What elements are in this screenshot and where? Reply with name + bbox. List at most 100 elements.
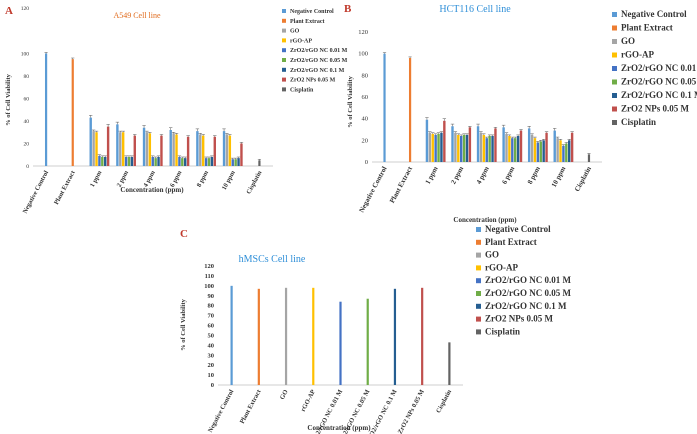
y-tick-label: 60 <box>362 94 369 101</box>
bar <box>465 134 469 162</box>
bar <box>207 158 211 166</box>
x-axis-label: Concentration (ppm) <box>120 186 184 194</box>
chart-title: HCT116 Cell line <box>439 4 511 15</box>
bar <box>44 53 48 166</box>
y-tick-label: 40 <box>362 116 369 123</box>
bar <box>568 140 571 162</box>
x-tick-label: rGO-AP <box>300 389 317 413</box>
legend-label: Cisplatin <box>485 326 520 336</box>
bar <box>237 158 240 166</box>
bar <box>284 287 288 385</box>
bar <box>488 136 491 162</box>
legend-swatch <box>476 252 481 258</box>
legend-swatch <box>476 329 481 335</box>
y-tick-label: 20 <box>24 142 30 148</box>
x-tick-label: 10 ppm <box>550 165 568 189</box>
legend-label: ZrO2/rGO NC 0.01 M <box>621 63 697 73</box>
legend-swatch <box>476 227 481 232</box>
legend-swatch <box>476 278 481 284</box>
legend-label: ZrO2/rGO NC 0.01 M <box>290 48 348 54</box>
bar <box>530 134 534 162</box>
bar <box>210 157 214 166</box>
y-tick-label: 120 <box>21 6 30 12</box>
legend-swatch <box>612 106 617 112</box>
y-tick-label: 120 <box>358 29 368 36</box>
bar <box>562 145 565 162</box>
bar <box>181 158 184 166</box>
bar <box>505 133 508 162</box>
bar <box>448 342 451 385</box>
bar <box>459 136 463 162</box>
legend-label: rGO-AP <box>485 262 518 272</box>
bar <box>130 157 134 166</box>
y-tick-label: 100 <box>358 51 368 58</box>
bar <box>454 132 457 162</box>
panel-letter: B <box>344 3 352 15</box>
legend-label: Negative Control <box>290 9 334 15</box>
bar <box>172 133 175 166</box>
panel-letter: C <box>180 228 188 240</box>
bar <box>258 160 261 166</box>
x-tick-label: Negative Control <box>358 165 389 214</box>
bar <box>468 127 472 162</box>
legend-swatch <box>612 39 617 44</box>
bar <box>479 132 483 162</box>
legend-label: GO <box>485 250 499 260</box>
legend-label: Plant Extract <box>621 23 673 33</box>
bar <box>514 138 517 162</box>
bar <box>196 131 199 166</box>
x-tick-label: Plant Extract <box>388 165 414 205</box>
y-tick-label: 0 <box>26 164 29 170</box>
bar <box>127 157 131 166</box>
bar <box>92 131 95 166</box>
legend-swatch <box>612 79 617 85</box>
x-axis-label: Concentration (ppm) <box>453 216 517 224</box>
x-tick-label: ZrO2 NPs 0.05 M <box>397 389 426 434</box>
legend-swatch <box>612 93 617 98</box>
bar <box>494 128 497 162</box>
legend-swatch <box>282 38 286 43</box>
legend-label: ZrO2 NPs 0.05 M <box>485 314 553 324</box>
y-tick-label: 60 <box>208 323 215 330</box>
x-tick-label: 4 ppm <box>475 165 491 186</box>
bar <box>175 134 178 166</box>
bar <box>539 141 542 162</box>
bar <box>116 124 119 166</box>
bar <box>559 140 562 162</box>
panel-letter: A <box>5 5 13 17</box>
legend-swatch <box>282 77 286 82</box>
legend-label: ZrO2/rGO NC 0.05 M <box>290 58 348 64</box>
y-tick-label: 100 <box>21 52 30 58</box>
legend-label: rGO-AP <box>290 38 312 44</box>
bar <box>536 142 540 162</box>
y-tick-label: 30 <box>208 352 215 359</box>
legend-swatch <box>612 120 617 125</box>
bar <box>527 128 531 162</box>
legend-swatch <box>612 25 617 31</box>
x-axis-label: Concentration (ppm) <box>307 424 371 432</box>
y-tick-label: 20 <box>362 137 369 144</box>
y-tick-label: 40 <box>24 119 30 125</box>
y-tick-label: 110 <box>205 273 214 280</box>
legend-label: Plant Extract <box>290 19 325 25</box>
x-tick-label: 1 ppm <box>424 165 440 186</box>
legend-label: Negative Control <box>485 224 551 234</box>
bar <box>587 154 591 162</box>
bar <box>482 134 486 162</box>
legend-label: Plant Extract <box>485 237 537 247</box>
y-tick-label: 0 <box>211 382 214 389</box>
legend-swatch <box>476 291 481 296</box>
legend-swatch <box>612 66 617 71</box>
bar <box>160 135 163 166</box>
legend-label: Cisplatin <box>290 87 314 93</box>
bar <box>508 136 511 162</box>
x-tick-label: 1 ppm <box>89 169 104 188</box>
bar <box>95 132 98 166</box>
bar <box>178 157 181 166</box>
bar <box>199 134 202 166</box>
legend-swatch <box>612 52 617 58</box>
legend-swatch <box>282 58 286 62</box>
bar <box>428 132 432 162</box>
bar <box>154 158 157 166</box>
